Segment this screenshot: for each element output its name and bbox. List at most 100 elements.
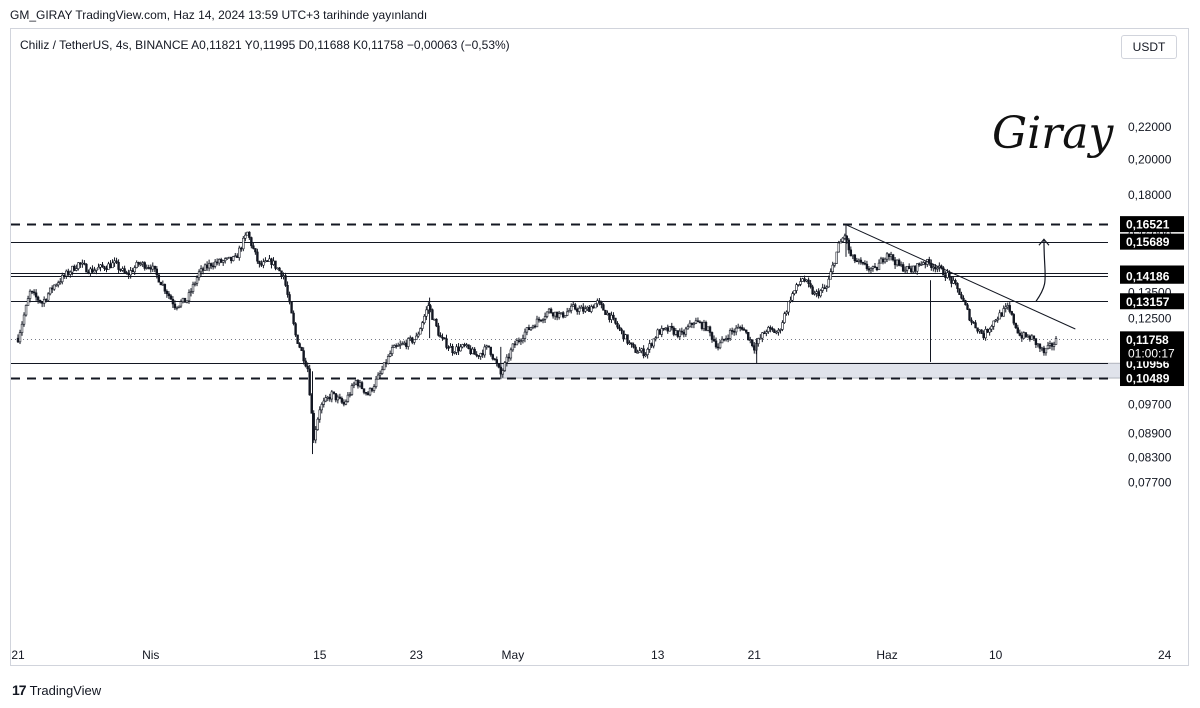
candle-body <box>55 284 58 287</box>
candle-body <box>230 256 233 261</box>
candle-body <box>875 267 879 271</box>
candle-body <box>111 262 114 269</box>
candle-body <box>740 327 744 330</box>
candle-body <box>73 265 76 271</box>
price-level-tag-text: 0,10489 <box>1126 372 1170 386</box>
candle-body <box>736 326 740 329</box>
candle-body <box>445 338 448 348</box>
candle-body <box>207 263 211 269</box>
axes-layer: 0,220000,200000,180000,160000,135000,125… <box>11 120 1171 662</box>
candle-body <box>83 262 86 265</box>
candle-body <box>308 368 311 396</box>
candle-body <box>28 290 32 299</box>
candle-body <box>242 237 245 250</box>
candle-body <box>1022 332 1026 339</box>
candle-body <box>855 260 859 263</box>
candle-body <box>618 326 621 330</box>
candle-body <box>853 254 857 262</box>
candle-body <box>18 332 22 343</box>
candle-body <box>527 327 531 331</box>
candle-body <box>745 329 748 333</box>
candle-body <box>306 365 309 370</box>
price-level-tag-text: 0,16521 <box>1126 218 1170 232</box>
candle-body <box>234 255 237 258</box>
candle-body <box>946 272 949 278</box>
candle-body <box>318 409 321 420</box>
candle-body <box>50 287 54 290</box>
candle-body <box>495 359 498 364</box>
candle-body <box>1034 338 1038 345</box>
candle-body <box>46 293 50 301</box>
candle-body <box>827 278 830 288</box>
candle-body <box>980 329 983 334</box>
candle-body <box>505 356 509 363</box>
currency-button[interactable]: USDT <box>1121 35 1177 59</box>
candle-body <box>129 270 132 276</box>
candle-body <box>376 374 380 380</box>
candle-body <box>491 354 494 360</box>
candle-body <box>962 297 965 301</box>
y-axis-tick-label: 0,08900 <box>1128 427 1172 441</box>
candle-body <box>881 258 885 263</box>
candle-body <box>988 328 991 333</box>
candle-body <box>563 315 567 318</box>
candle-body <box>449 346 452 348</box>
candle-body <box>455 346 458 353</box>
candle-body <box>918 263 921 266</box>
price-level-tag-text: 0,14186 <box>1126 269 1170 283</box>
candle-body <box>777 329 780 333</box>
countdown-text: 01:00:17 <box>1128 346 1175 360</box>
candle-body <box>869 268 873 271</box>
candle-body <box>714 340 718 348</box>
candle-body <box>986 329 989 333</box>
candle-body <box>920 264 923 266</box>
candle-body <box>863 262 867 265</box>
candle-body <box>632 344 635 348</box>
candle-body <box>743 329 746 331</box>
candle-body <box>463 344 466 346</box>
candle-body <box>380 369 384 374</box>
candle-body <box>280 270 283 277</box>
candle-body <box>809 283 812 288</box>
candle-body <box>161 284 165 286</box>
candle-body <box>895 259 899 266</box>
candle-body <box>1016 327 1019 334</box>
candle-body <box>97 267 100 270</box>
candle-body <box>326 396 329 399</box>
candle-body <box>769 327 772 329</box>
price-level-tag <box>1120 370 1184 387</box>
candle-body <box>274 260 277 269</box>
symbol-ohlc-line[interactable]: Chiliz / TetherUS, 4s, BINANCE A0,11821 … <box>20 38 510 52</box>
candle-body <box>284 275 287 286</box>
candle-body <box>354 380 358 385</box>
candle-body <box>36 296 40 301</box>
tradingview-logo[interactable]: 17 TradingView <box>12 682 101 698</box>
candle-body <box>453 352 456 354</box>
candle-body <box>133 267 136 273</box>
candle-body <box>1042 347 1046 354</box>
candle-body <box>193 282 197 285</box>
candle-body <box>732 330 736 333</box>
candle-body <box>779 329 782 331</box>
candle-body <box>282 275 285 277</box>
candle-body <box>914 265 917 272</box>
candle-body <box>145 267 148 269</box>
candle-body <box>773 329 776 333</box>
candle-body <box>356 380 360 387</box>
candle-body <box>344 401 348 405</box>
candle-body <box>897 259 901 266</box>
candle-body <box>775 331 778 334</box>
candle-body <box>203 264 207 271</box>
candle-body <box>586 306 589 310</box>
candle-body <box>151 265 154 270</box>
candle-body <box>974 322 977 329</box>
price-tags-layer: 0,165210,156890,142810,141860,131570,109… <box>1120 216 1184 387</box>
candle-body <box>163 284 167 292</box>
candle-body <box>757 338 760 344</box>
candle-body <box>107 263 110 270</box>
candle-body <box>53 284 56 290</box>
candle-body <box>515 340 519 346</box>
candle-body <box>205 264 209 269</box>
candle-body <box>336 396 340 401</box>
